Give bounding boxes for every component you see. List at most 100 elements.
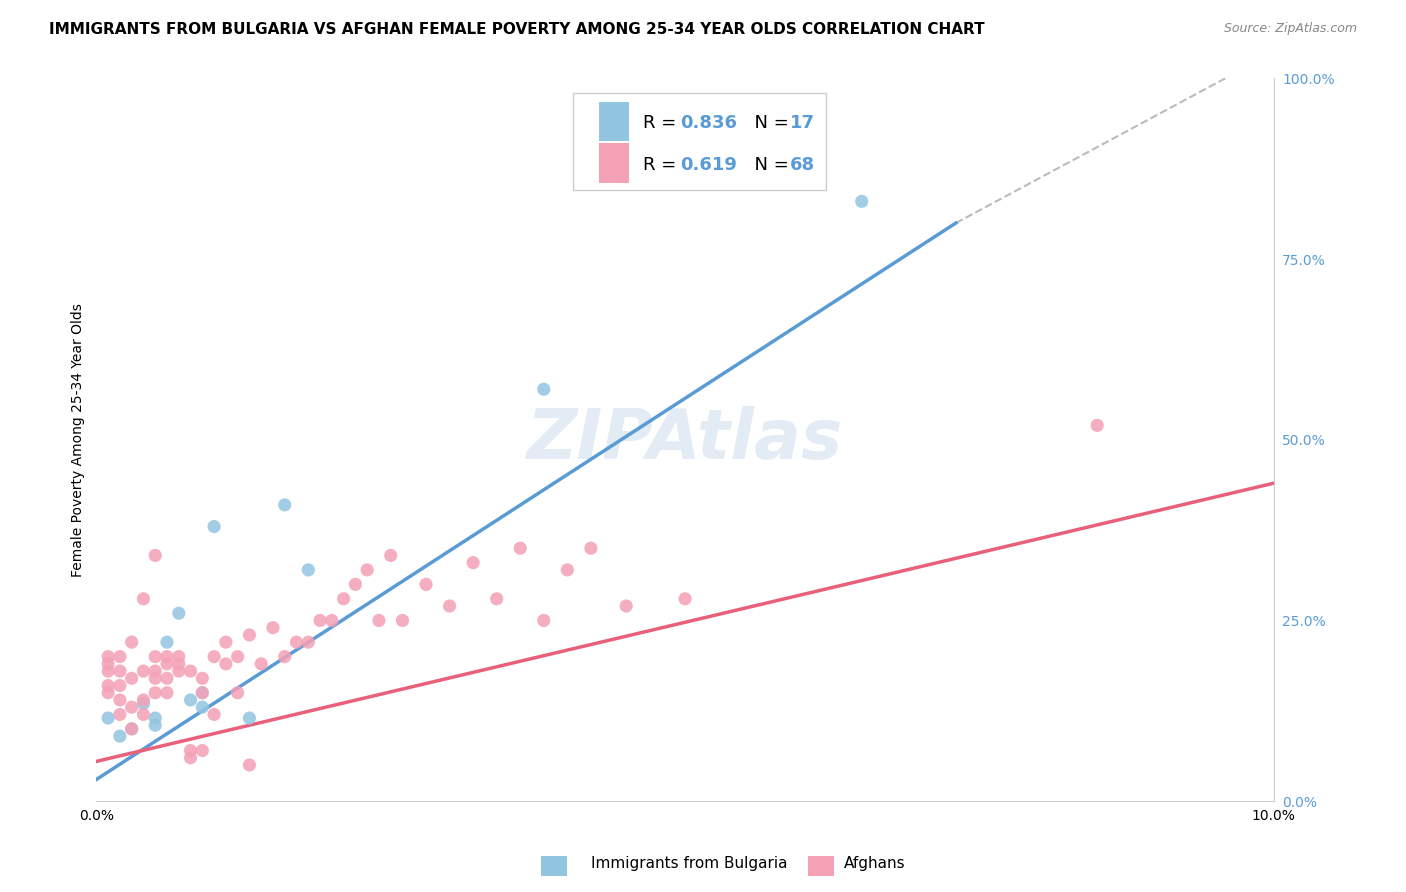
- Point: [108, 707, 131, 722]
- Point: [463, 556, 485, 570]
- Point: [309, 614, 332, 628]
- Point: [226, 649, 249, 664]
- Point: [97, 711, 120, 725]
- Point: [285, 635, 308, 649]
- Point: [262, 621, 284, 635]
- Text: N =: N =: [742, 156, 794, 174]
- Point: [297, 635, 319, 649]
- Point: [1085, 418, 1108, 433]
- Point: [108, 679, 131, 693]
- Point: [215, 657, 238, 671]
- Point: [191, 671, 214, 685]
- Point: [332, 591, 354, 606]
- Point: [250, 657, 273, 671]
- Point: [238, 628, 260, 642]
- Point: [143, 671, 166, 685]
- Point: [557, 563, 579, 577]
- Point: [97, 679, 120, 693]
- Point: [97, 657, 120, 671]
- Point: [202, 707, 225, 722]
- Point: [143, 718, 166, 732]
- Point: [191, 743, 214, 757]
- Point: [274, 498, 297, 512]
- Point: [167, 657, 190, 671]
- Point: [533, 614, 555, 628]
- Point: [97, 686, 120, 700]
- Text: 68: 68: [790, 156, 815, 174]
- Point: [132, 591, 155, 606]
- Text: 0.619: 0.619: [681, 156, 737, 174]
- Point: [97, 664, 120, 678]
- Point: [180, 664, 202, 678]
- Point: [180, 751, 202, 765]
- Point: [121, 722, 143, 736]
- Point: [143, 686, 166, 700]
- Point: [226, 686, 249, 700]
- Point: [485, 591, 508, 606]
- Point: [143, 664, 166, 678]
- Point: [533, 382, 555, 396]
- Text: N =: N =: [742, 114, 794, 132]
- Text: ZIPAtlas: ZIPAtlas: [527, 407, 844, 474]
- Bar: [599, 102, 628, 142]
- Point: [321, 614, 343, 628]
- Point: [391, 614, 413, 628]
- Point: [368, 614, 391, 628]
- Bar: [599, 144, 628, 183]
- Point: [132, 697, 155, 711]
- Point: [673, 591, 696, 606]
- Point: [143, 711, 166, 725]
- Text: 17: 17: [790, 114, 815, 132]
- Point: [121, 671, 143, 685]
- Text: R =: R =: [643, 156, 682, 174]
- Text: IMMIGRANTS FROM BULGARIA VS AFGHAN FEMALE POVERTY AMONG 25-34 YEAR OLDS CORRELAT: IMMIGRANTS FROM BULGARIA VS AFGHAN FEMAL…: [49, 22, 984, 37]
- Point: [121, 700, 143, 714]
- Text: Afghans: Afghans: [844, 856, 905, 871]
- Point: [215, 635, 238, 649]
- Point: [143, 549, 166, 563]
- Point: [156, 657, 179, 671]
- Point: [509, 541, 531, 556]
- Point: [274, 649, 297, 664]
- Point: [121, 635, 143, 649]
- Point: [191, 686, 214, 700]
- Point: [238, 758, 260, 772]
- Point: [156, 649, 179, 664]
- Point: [297, 563, 319, 577]
- Point: [380, 549, 402, 563]
- Point: [143, 649, 166, 664]
- Point: [132, 707, 155, 722]
- Point: [121, 722, 143, 736]
- Text: Source: ZipAtlas.com: Source: ZipAtlas.com: [1223, 22, 1357, 36]
- Y-axis label: Female Poverty Among 25-34 Year Olds: Female Poverty Among 25-34 Year Olds: [72, 303, 86, 577]
- Point: [356, 563, 378, 577]
- Text: 0.836: 0.836: [681, 114, 737, 132]
- Point: [614, 599, 637, 613]
- Point: [132, 693, 155, 707]
- Point: [156, 671, 179, 685]
- Point: [167, 649, 190, 664]
- Point: [415, 577, 437, 591]
- Point: [180, 693, 202, 707]
- Point: [97, 649, 120, 664]
- Point: [108, 664, 131, 678]
- Point: [167, 664, 190, 678]
- Point: [132, 664, 155, 678]
- Point: [108, 649, 131, 664]
- Point: [579, 541, 602, 556]
- Point: [344, 577, 367, 591]
- Point: [191, 686, 214, 700]
- Point: [851, 194, 873, 209]
- Point: [191, 700, 214, 714]
- Point: [108, 693, 131, 707]
- Point: [202, 649, 225, 664]
- FancyBboxPatch shape: [574, 93, 827, 191]
- Text: Immigrants from Bulgaria: Immigrants from Bulgaria: [591, 856, 787, 871]
- Point: [156, 635, 179, 649]
- Point: [439, 599, 461, 613]
- Text: R =: R =: [643, 114, 682, 132]
- Point: [108, 729, 131, 743]
- Point: [167, 607, 190, 621]
- Point: [156, 686, 179, 700]
- Point: [202, 519, 225, 533]
